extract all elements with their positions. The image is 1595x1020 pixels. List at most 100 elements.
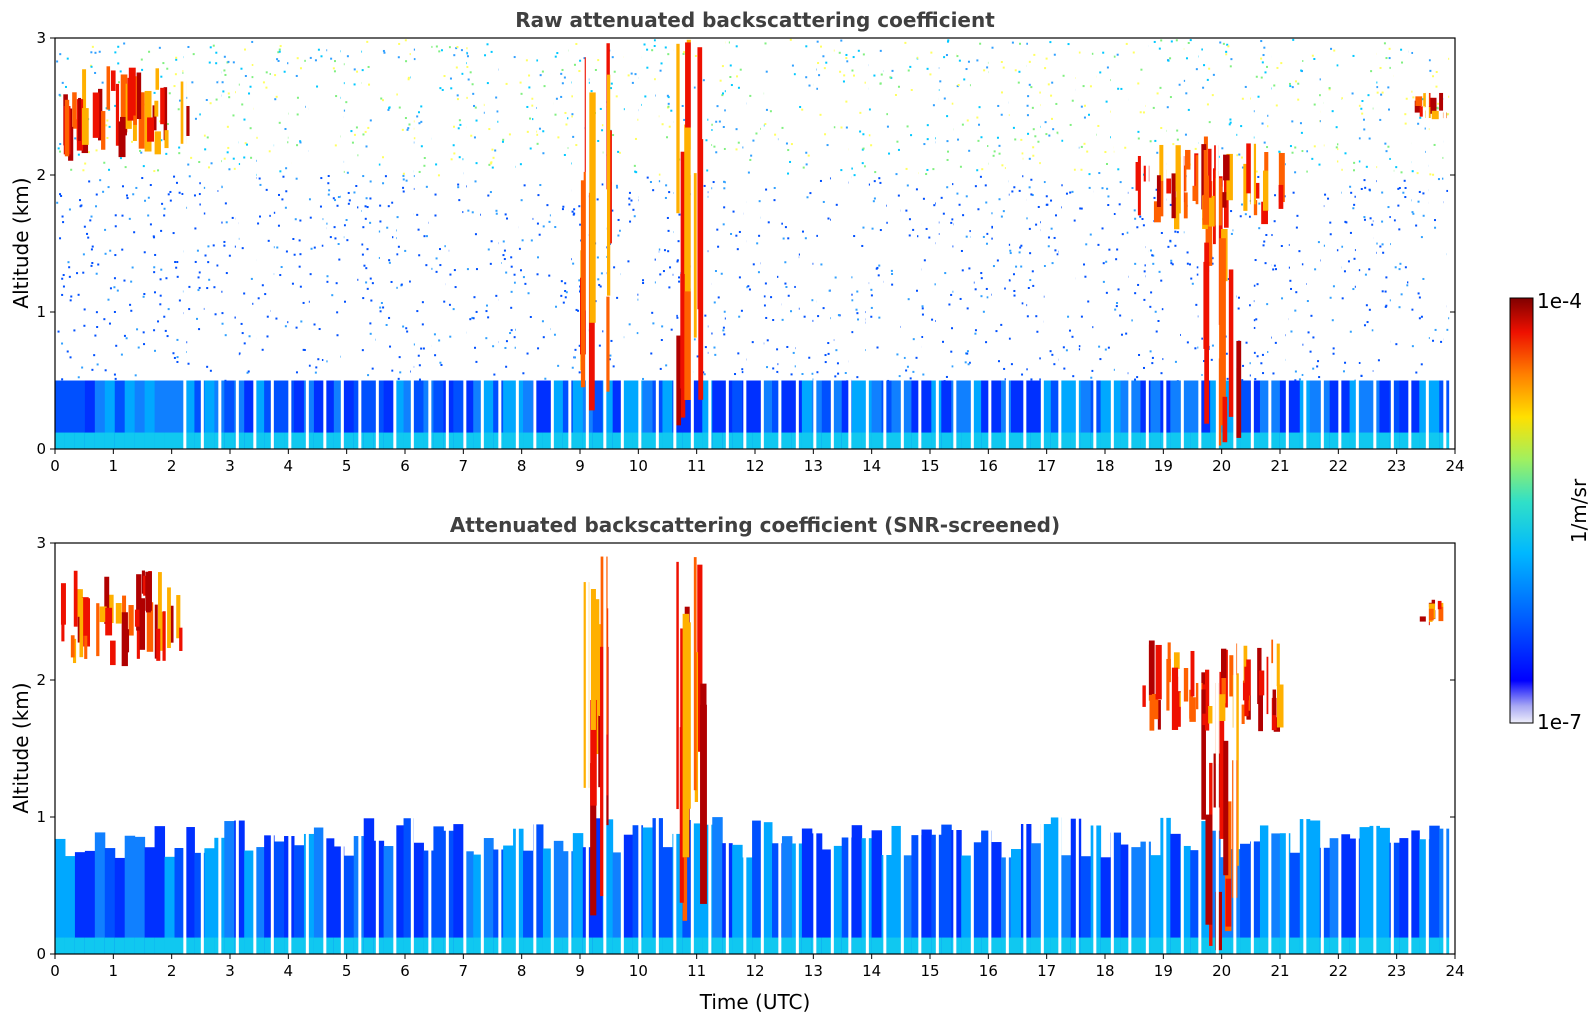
noise-cell xyxy=(974,185,977,188)
x-tick-label: 7 xyxy=(459,962,469,980)
noise-cell xyxy=(434,354,437,357)
noise-cell xyxy=(420,120,423,123)
boundary-layer-cell xyxy=(971,842,982,954)
noise-cell xyxy=(835,203,838,206)
noise-cell xyxy=(490,50,493,53)
noise-cell xyxy=(513,336,516,339)
surface-cell xyxy=(323,432,335,449)
noise-cell xyxy=(1021,302,1024,305)
noise-cell xyxy=(633,215,636,218)
boundary-layer-cell xyxy=(841,837,853,954)
noise-cell xyxy=(838,51,841,54)
noise-cell xyxy=(491,166,494,169)
noise-cell xyxy=(96,326,99,329)
noise-cell xyxy=(845,53,848,56)
noise-cell xyxy=(221,312,224,315)
noise-cell xyxy=(976,116,979,119)
surface-cell xyxy=(433,432,444,449)
noise-cell xyxy=(1400,171,1403,174)
noise-cell xyxy=(1039,162,1042,165)
noise-cell xyxy=(822,307,825,310)
noise-cell xyxy=(1137,82,1140,85)
noise-cell xyxy=(522,276,525,279)
noise-cell xyxy=(773,199,776,202)
surface-cell xyxy=(1100,432,1112,449)
noise-cell xyxy=(853,74,856,77)
noise-cell xyxy=(923,259,926,262)
precipitation-cell xyxy=(1203,261,1210,349)
noise-cell xyxy=(1022,175,1025,178)
noise-cell xyxy=(1104,348,1107,351)
noise-cell xyxy=(60,194,63,197)
noise-cell xyxy=(241,247,244,250)
noise-cell xyxy=(1369,217,1372,220)
noise-cell xyxy=(1340,97,1343,100)
noise-cell xyxy=(1242,364,1245,367)
noise-cell xyxy=(510,256,513,259)
noise-cell xyxy=(840,126,843,129)
noise-cell xyxy=(1393,219,1396,222)
noise-cell xyxy=(729,76,732,79)
surface-cell xyxy=(1050,432,1062,449)
noise-cell xyxy=(1352,207,1355,210)
noise-cell xyxy=(904,41,907,44)
boundary-layer-cell xyxy=(1319,380,1331,449)
noise-cell xyxy=(1377,359,1380,362)
noise-cell xyxy=(1365,165,1368,168)
cloud-cell xyxy=(147,117,155,142)
surface-cell xyxy=(871,432,883,449)
cloud-cell xyxy=(1439,92,1444,111)
noise-cell xyxy=(1398,228,1401,231)
gap-column xyxy=(918,543,922,954)
noise-cell xyxy=(439,361,442,364)
gap-column xyxy=(813,38,817,449)
noise-cell xyxy=(450,87,453,90)
noise-cell xyxy=(819,113,822,116)
noise-cell xyxy=(1000,91,1003,94)
noise-cell xyxy=(114,254,117,257)
noise-cell xyxy=(1051,81,1054,84)
precipitation-cell xyxy=(1228,269,1235,417)
noise-cell xyxy=(206,365,209,368)
noise-cell xyxy=(1352,54,1355,57)
noise-cell xyxy=(861,162,864,165)
noise-cell xyxy=(1262,372,1265,375)
noise-cell xyxy=(62,285,65,288)
noise-cell xyxy=(997,104,1000,107)
noise-cell xyxy=(1117,87,1120,90)
boundary-layer-cell xyxy=(234,820,245,954)
noise-cell xyxy=(1258,227,1261,230)
noise-cell xyxy=(1384,290,1387,293)
noise-cell xyxy=(724,181,727,184)
noise-cell xyxy=(1420,363,1423,366)
noise-cell xyxy=(934,283,937,286)
noise-cell xyxy=(416,115,419,118)
noise-cell xyxy=(485,337,488,340)
noise-cell xyxy=(413,58,416,61)
noise-cell xyxy=(885,221,888,224)
gap-column xyxy=(1303,543,1307,954)
noise-cell xyxy=(369,119,372,122)
noise-cell xyxy=(1249,362,1252,365)
noise-cell xyxy=(659,273,662,276)
noise-cell xyxy=(405,327,408,330)
noise-cell xyxy=(1266,146,1269,149)
noise-cell xyxy=(573,356,576,359)
noise-cell xyxy=(915,188,918,191)
noise-cell xyxy=(399,371,402,374)
noise-cell xyxy=(961,269,964,272)
noise-cell xyxy=(485,304,488,307)
surface-cell xyxy=(921,937,932,954)
boundary-layer-cell xyxy=(224,380,235,449)
surface-cell xyxy=(1349,937,1361,954)
surface-cell xyxy=(224,937,235,954)
noise-cell xyxy=(452,144,455,147)
noise-cell xyxy=(225,221,228,224)
noise-cell xyxy=(836,362,839,365)
noise-cell xyxy=(929,73,932,76)
cloud-cell xyxy=(101,111,106,150)
noise-cell xyxy=(83,225,86,228)
noise-cell xyxy=(613,70,616,73)
noise-cell xyxy=(459,123,462,126)
